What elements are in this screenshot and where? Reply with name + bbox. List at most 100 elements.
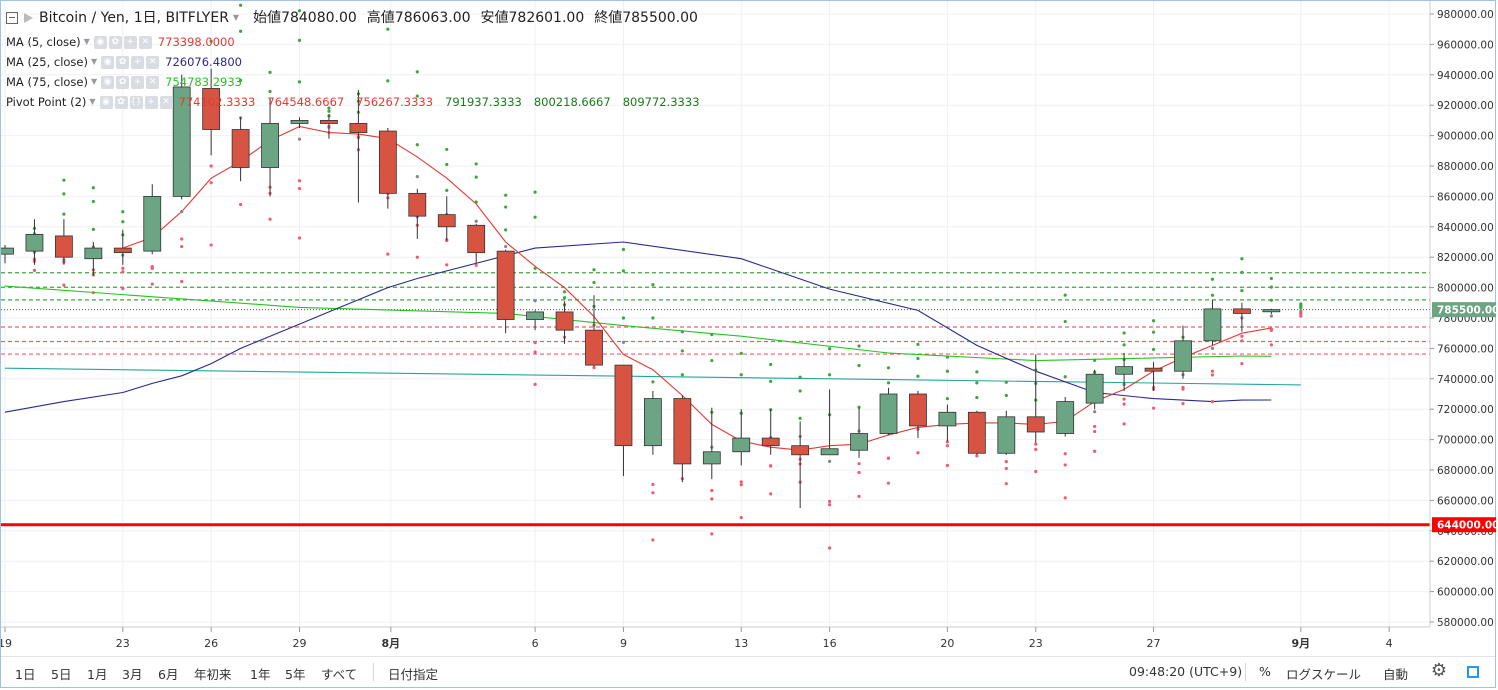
- auto-scale-toggle[interactable]: 自動: [1383, 667, 1409, 682]
- pivot-dot: [739, 516, 743, 520]
- range-button[interactable]: 6月: [158, 667, 179, 682]
- candle-body: [850, 433, 868, 451]
- percent-toggle[interactable]: %: [1259, 664, 1271, 679]
- pivot-dot: [975, 370, 979, 374]
- pivot-dot: [209, 39, 213, 43]
- close-icon[interactable]: ✕: [146, 75, 160, 89]
- source-icon[interactable]: {}: [129, 95, 143, 109]
- settings-icon[interactable]: ✿: [116, 75, 130, 89]
- chevron-down-icon[interactable]: ▼: [89, 97, 96, 106]
- settings-icon[interactable]: ✿: [114, 95, 128, 109]
- clock[interactable]: 09:48:20 (UTC+9): [1129, 664, 1243, 679]
- pivot-name[interactable]: Pivot Point (2): [6, 95, 87, 109]
- range-button[interactable]: 年初来: [194, 667, 232, 682]
- pivot-dot: [121, 266, 125, 270]
- range-button[interactable]: 1日: [15, 667, 36, 682]
- pivot-dot: [1299, 314, 1303, 318]
- candle-body: [909, 393, 927, 427]
- candle-body: [1115, 366, 1133, 375]
- pivot-dot: [297, 179, 302, 183]
- range-button[interactable]: 1月: [87, 667, 108, 682]
- pivot-dot: [239, 78, 243, 82]
- price-tick-label: 900000.00: [1437, 131, 1494, 143]
- pivot-dot: [857, 470, 861, 475]
- eye-icon[interactable]: ◉: [101, 75, 115, 89]
- divider: [373, 663, 374, 681]
- price-tick-label: 720000.00: [1437, 404, 1494, 416]
- indicator-value: 773398.0000: [157, 35, 235, 49]
- candle-body: [496, 250, 515, 320]
- price-axis[interactable]: 980000.00 960000.00 940000.00 920000.00 9000…: [1429, 1, 1497, 629]
- pivot-value: 764548.6667: [267, 95, 345, 109]
- chevron-down-icon[interactable]: ▼: [90, 77, 98, 86]
- price-tick-label: 660000.00: [1437, 495, 1494, 507]
- pivot-dot: [1151, 347, 1156, 352]
- settings-icon[interactable]: ✿: [108, 35, 122, 49]
- eye-icon[interactable]: ◉: [101, 55, 115, 69]
- range-button[interactable]: 1年: [250, 667, 271, 682]
- price-tick-label: 820000.00: [1437, 252, 1494, 264]
- indicator-name[interactable]: MA (25, close): [6, 55, 88, 69]
- pivot-dot: [1269, 285, 1273, 289]
- eye-icon[interactable]: ◉: [93, 35, 107, 49]
- plus-icon[interactable]: +: [131, 55, 145, 69]
- plus-icon[interactable]: +: [123, 35, 137, 49]
- plus-icon[interactable]: +: [144, 95, 158, 109]
- pivot-dot: [828, 459, 832, 463]
- candle-body: [172, 86, 191, 197]
- range-button[interactable]: 3月: [122, 667, 143, 682]
- indicator-name[interactable]: MA (5, close): [6, 35, 81, 49]
- fullscreen-icon[interactable]: [1467, 666, 1479, 678]
- price-chart[interactable]: 980000.00 960000.00 940000.00 920000.00 9000…: [1, 1, 1497, 656]
- pivot-dot: [857, 364, 861, 368]
- pivot-dot: [1210, 293, 1215, 297]
- candles: [1, 68, 1281, 508]
- pivot-dot: [562, 296, 567, 300]
- symbol-title[interactable]: Bitcoin / Yen, 1日, BITFLYER: [39, 10, 229, 26]
- last-price-label: 785500.00: [1437, 305, 1497, 317]
- price-tick-label: 760000.00: [1437, 343, 1494, 355]
- range-button[interactable]: 5年: [285, 667, 306, 682]
- settings-icon[interactable]: ✿: [116, 55, 130, 69]
- goto-date-button[interactable]: 日付指定: [388, 667, 439, 682]
- pivot-dot: [504, 205, 508, 209]
- pivot-dot: [1269, 328, 1273, 333]
- flag-icon[interactable]: [24, 13, 33, 23]
- gear-icon[interactable]: ⚙: [1430, 660, 1448, 681]
- price-tick-label: 860000.00: [1437, 191, 1494, 203]
- close-icon[interactable]: ✕: [138, 35, 152, 49]
- indicator-name[interactable]: MA (75, close): [6, 75, 88, 89]
- date-tick-label: 23: [1029, 637, 1043, 650]
- close-icon[interactable]: ✕: [159, 95, 173, 109]
- pivot-dot: [592, 280, 596, 285]
- close-icon[interactable]: ✕: [146, 55, 160, 69]
- pivot-dot: [945, 444, 950, 448]
- eye-icon[interactable]: ◉: [99, 95, 113, 109]
- pivot-dot: [1151, 330, 1156, 334]
- pivot-dot: [592, 366, 596, 370]
- range-button[interactable]: すべて: [321, 667, 358, 682]
- pivot-dot: [1004, 482, 1008, 486]
- pivot-dot: [239, 202, 243, 207]
- pivot-dot: [474, 200, 478, 204]
- range-button[interactable]: 5日: [51, 667, 72, 682]
- pivot-dot: [621, 247, 626, 252]
- time-axis[interactable]: 19 23 26 29 8月 6 9 13 16 20 23 27 9月 4: [1, 626, 1430, 650]
- chevron-down-icon[interactable]: ▼: [232, 13, 240, 22]
- pivot-dot: [1299, 311, 1303, 316]
- pivot-dot: [1210, 369, 1215, 373]
- collapse-icon[interactable]: [6, 12, 18, 24]
- candle-body: [879, 393, 898, 434]
- pivot-dot: [1181, 387, 1185, 391]
- pivot-dot: [1004, 380, 1008, 384]
- pivot-dot: [769, 362, 773, 367]
- pivot-dot: [180, 279, 184, 284]
- chevron-down-icon[interactable]: ▼: [83, 37, 90, 46]
- pivot-dot: [798, 416, 802, 420]
- log-scale-toggle[interactable]: ログスケール: [1286, 667, 1362, 682]
- plus-icon[interactable]: +: [131, 75, 145, 89]
- pivot-dot: [504, 193, 508, 197]
- chevron-down-icon[interactable]: ▼: [90, 57, 98, 66]
- pivot-dot: [651, 283, 655, 287]
- pivot-value: 800218.6667: [533, 95, 611, 109]
